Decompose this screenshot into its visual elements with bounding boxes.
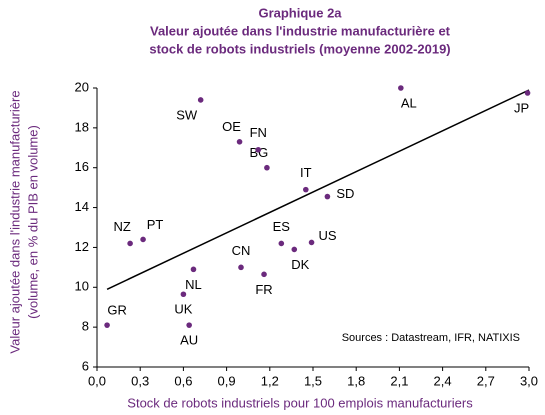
y-tick-label: 8: [82, 319, 89, 334]
point: [524, 90, 531, 96]
x-tick-label: 1,5: [304, 373, 322, 388]
point: [261, 271, 267, 278]
point-label: DK: [291, 257, 309, 272]
chart-title: Valeur ajoutée dans l'industrie manufact…: [150, 23, 451, 38]
y-tick-label: 10: [75, 279, 89, 294]
point: [238, 264, 244, 271]
point: [255, 146, 262, 153]
point-label: PT: [147, 217, 164, 232]
point-label: NL: [185, 277, 202, 292]
x-tick-label: 2,7: [477, 373, 495, 388]
x-tick-label: 0,6: [174, 373, 192, 388]
point: [236, 139, 243, 145]
point-label: NZ: [113, 219, 130, 234]
point: [278, 240, 285, 247]
trend-line: [106, 89, 530, 290]
point: [197, 97, 204, 103]
point-label: JP: [514, 100, 529, 115]
point-label: UK: [174, 302, 192, 317]
point-label: SW: [176, 107, 198, 122]
x-tick-label: 0,9: [218, 373, 236, 388]
y-axis-label: (volume, en % du PIB en volume): [25, 125, 40, 319]
x-tick-label: 1,2: [261, 373, 279, 388]
point: [303, 186, 309, 193]
y-tick-label: 18: [75, 119, 89, 134]
point-label: GR: [107, 303, 127, 318]
point-label: OE: [222, 119, 241, 134]
chart-title: stock de robots industriels (moyenne 200…: [149, 41, 450, 56]
point-label: SD: [336, 186, 354, 201]
x-tick-label: 2,1: [390, 373, 408, 388]
x-axis-label: Stock de robots industriels pour 100 emp…: [127, 395, 473, 410]
source-note: Sources : Datastream, IFR, NATIXIS: [342, 332, 520, 344]
y-tick-label: 16: [75, 159, 89, 174]
y-tick-label: 20: [75, 79, 89, 94]
y-tick-label: 6: [82, 358, 89, 373]
point: [127, 240, 133, 247]
point-label: AL: [401, 95, 417, 110]
point: [291, 246, 298, 253]
point: [186, 322, 192, 328]
point-label: IT: [300, 165, 312, 180]
point-label: CN: [232, 243, 251, 258]
x-tick-label: 3,0: [520, 373, 538, 388]
point: [104, 322, 110, 328]
point: [308, 239, 315, 246]
x-tick-label: 0,0: [88, 373, 106, 388]
point: [190, 266, 197, 273]
x-tick-label: 2,4: [434, 373, 452, 388]
point-label: BG: [250, 145, 269, 160]
point-label: ES: [273, 219, 291, 234]
point-label: FR: [255, 282, 272, 297]
x-tick-label: 1,8: [347, 373, 365, 388]
point: [180, 291, 187, 298]
x-tick-label: 0,3: [131, 373, 149, 388]
point: [324, 193, 331, 200]
y-tick-label: 12: [75, 239, 89, 254]
chart-title: Graphique 2a: [258, 5, 342, 20]
point-label: US: [319, 228, 337, 243]
y-axis-label: Valeur ajoutée dans l'industrie manufact…: [7, 90, 22, 353]
point: [140, 236, 146, 243]
point-label: FN: [250, 125, 267, 140]
point: [398, 85, 404, 91]
point: [264, 164, 270, 171]
y-tick-label: 14: [75, 199, 89, 214]
point-label: AU: [180, 333, 198, 348]
